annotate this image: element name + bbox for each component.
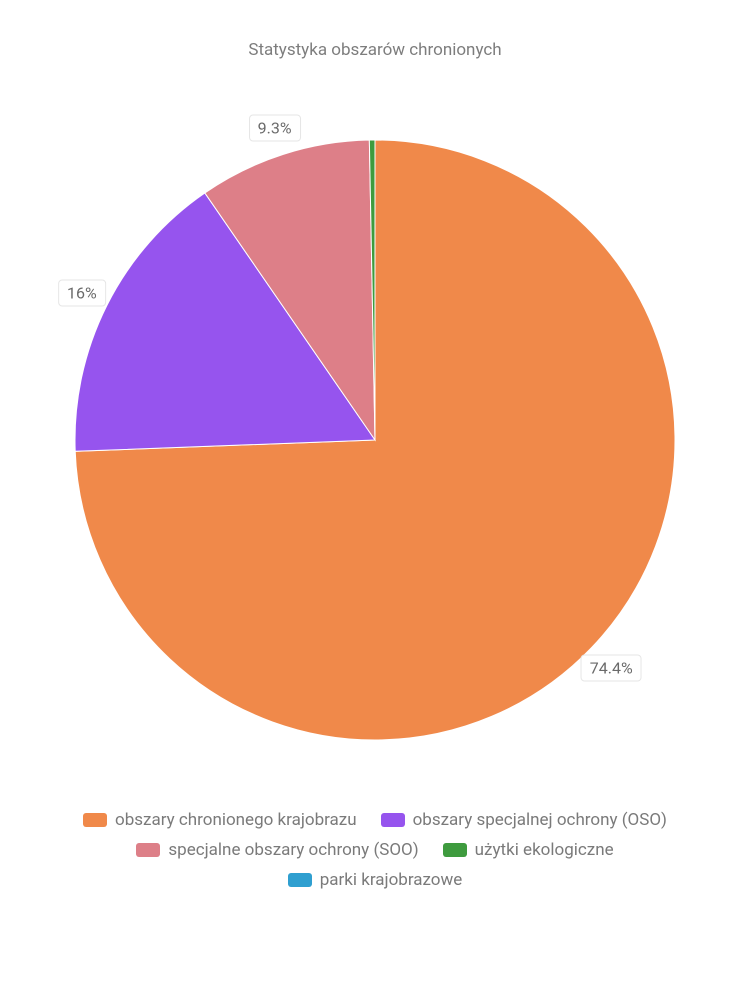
legend-label: obszary specjalnej ochrony (OSO) [413, 810, 667, 830]
pie-chart-area: 74.4% 16% 9.3% [0, 80, 750, 800]
legend-label: użytki ekologiczne [475, 840, 614, 860]
legend-item: użytki ekologiczne [443, 840, 614, 860]
legend-swatch [443, 843, 467, 857]
chart-title: Statystyka obszarów chronionych [248, 40, 501, 60]
slice-label: 9.3% [249, 114, 301, 141]
legend-label: specjalne obszary ochrony (SOO) [168, 840, 418, 860]
slice-label: 16% [58, 279, 106, 306]
legend-item: parki krajobrazowe [288, 870, 463, 890]
legend-label: parki krajobrazowe [320, 870, 463, 890]
chart-legend: obszary chronionego krajobrazu obszary sp… [0, 800, 750, 890]
pie-chart-svg [73, 138, 677, 742]
legend-item: obszary chronionego krajobrazu [83, 810, 357, 830]
legend-swatch [381, 813, 405, 827]
legend-item: obszary specjalnej ochrony (OSO) [381, 810, 667, 830]
legend-swatch [83, 813, 107, 827]
legend-swatch [136, 843, 160, 857]
chart-container: Statystyka obszarów chronionych 74.4% 16%… [0, 0, 750, 1000]
slice-label: 74.4% [581, 654, 642, 681]
legend-item: specjalne obszary ochrony (SOO) [136, 840, 418, 860]
legend-swatch [288, 873, 312, 887]
legend-label: obszary chronionego krajobrazu [115, 810, 357, 830]
